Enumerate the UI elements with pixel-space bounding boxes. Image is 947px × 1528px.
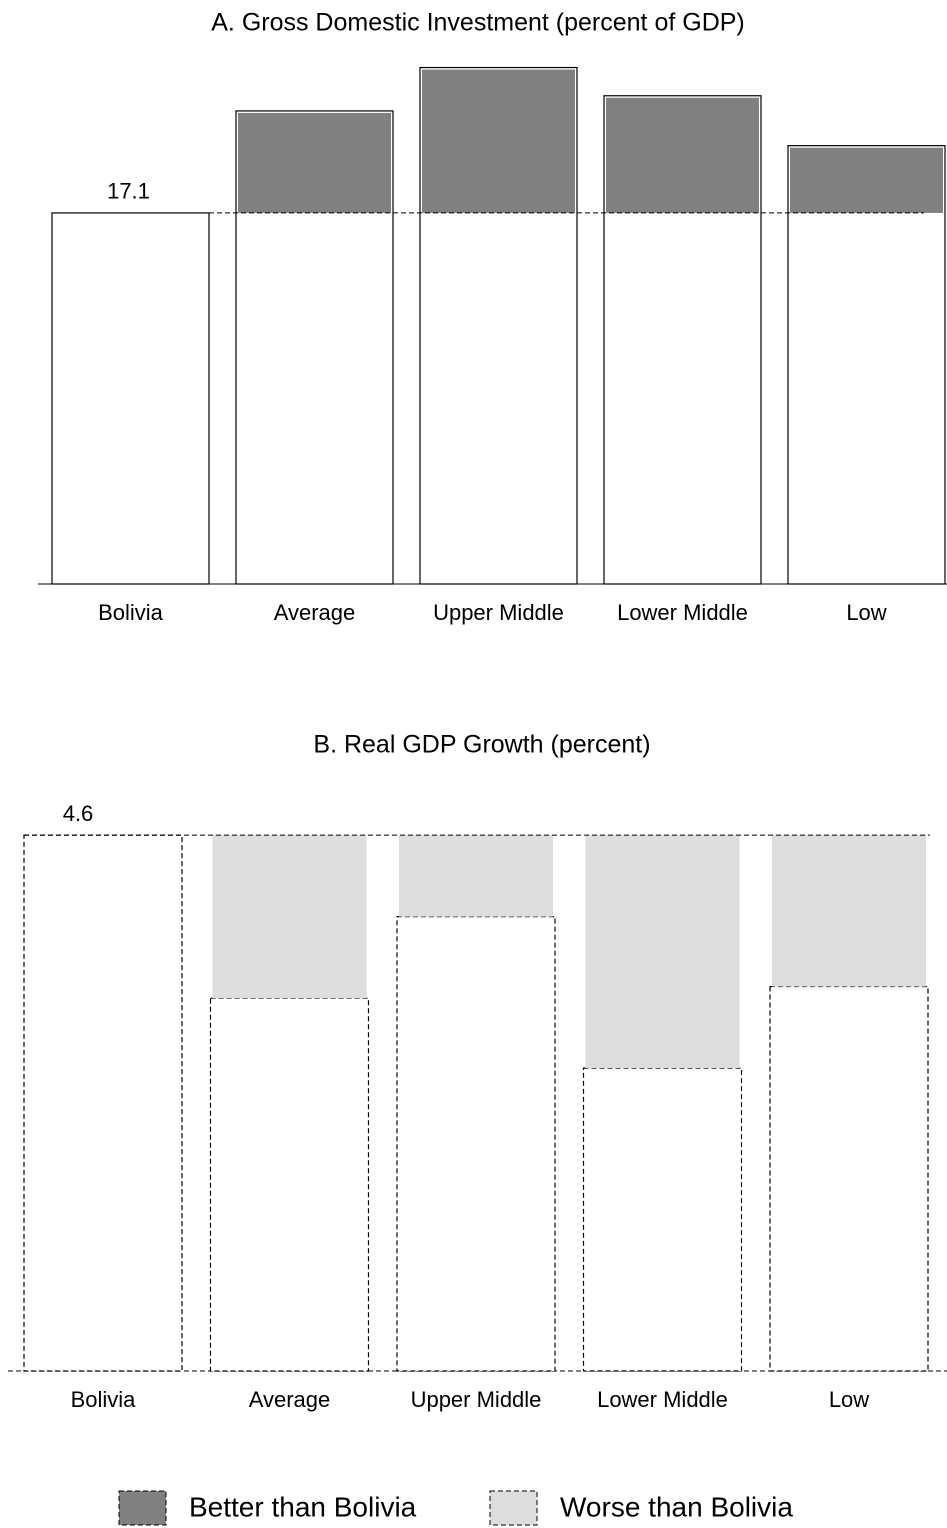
difference bbox=[790, 147, 943, 213]
difference bbox=[606, 97, 759, 213]
x-tick-label: Upper Middle bbox=[433, 600, 564, 625]
legend-label: Better than Bolivia bbox=[189, 1491, 417, 1522]
bar bbox=[769, 985, 929, 1372]
data-label: 4.6 bbox=[63, 801, 94, 826]
bar bbox=[209, 997, 370, 1372]
bar bbox=[23, 834, 183, 1372]
x-tick-label: Lower Middle bbox=[597, 1387, 728, 1412]
legend-swatch bbox=[118, 1490, 167, 1526]
difference bbox=[422, 69, 575, 213]
x-tick-label: Low bbox=[846, 600, 886, 625]
difference bbox=[772, 835, 926, 987]
x-tick-label: Upper Middle bbox=[411, 1387, 542, 1412]
difference bbox=[238, 112, 391, 213]
difference bbox=[212, 835, 367, 999]
data-label: 17.1 bbox=[107, 179, 150, 204]
x-tick-label: Low bbox=[829, 1387, 869, 1412]
x-tick-label: Bolivia bbox=[98, 600, 164, 625]
chart-title: B. Real GDP Growth (percent) bbox=[313, 731, 650, 759]
x-tick-label: Bolivia bbox=[71, 1387, 137, 1412]
chart-title: A. Gross Domestic Investment (percent of… bbox=[211, 9, 745, 37]
x-tick-label: Lower Middle bbox=[617, 600, 748, 625]
x-tick-label: Average bbox=[274, 600, 356, 625]
legend-label: Worse than Bolivia bbox=[560, 1491, 793, 1522]
bar bbox=[396, 916, 556, 1372]
difference bbox=[585, 835, 740, 1069]
difference bbox=[399, 835, 553, 917]
bar bbox=[582, 1067, 743, 1372]
bar bbox=[787, 145, 946, 585]
legend-swatch bbox=[489, 1490, 538, 1526]
bar bbox=[51, 212, 210, 585]
x-tick-label: Average bbox=[249, 1387, 331, 1412]
